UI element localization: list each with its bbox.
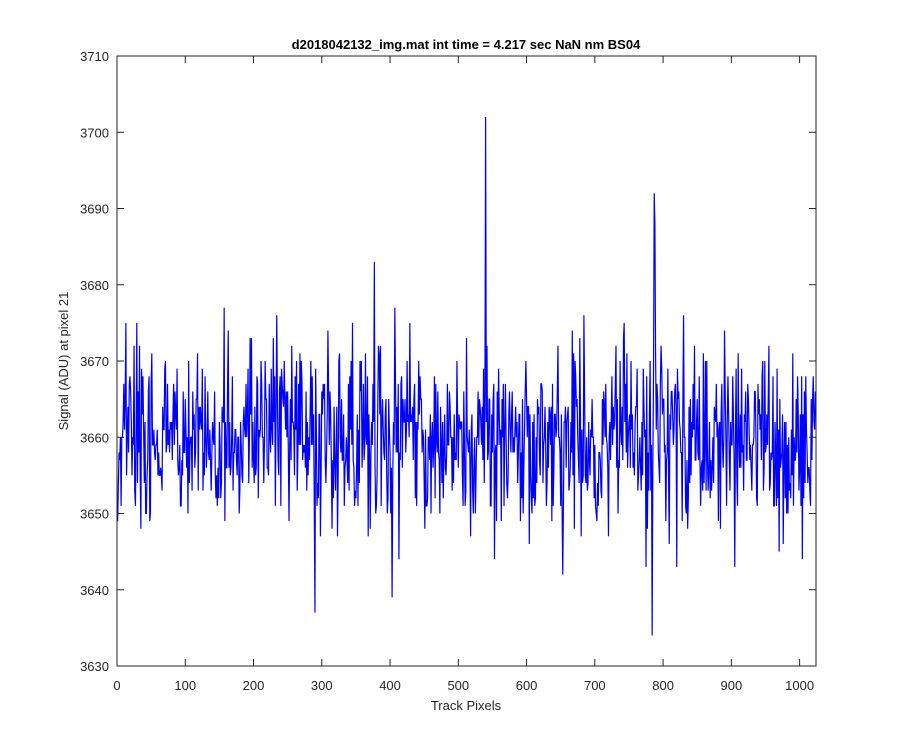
- y-tick-label: 3650: [80, 507, 109, 522]
- y-axis-label: Signal (ADU) at pixel 21: [56, 292, 71, 431]
- y-tick-label: 3630: [80, 659, 109, 674]
- y-tick-label: 3660: [80, 430, 109, 445]
- x-tick-label: 1000: [785, 678, 814, 693]
- x-tick-label: 500: [447, 678, 469, 693]
- x-axis-label: Track Pixels: [431, 698, 502, 713]
- y-tick-label: 3640: [80, 583, 109, 598]
- x-tick-group: 0 100 200 300 400 500 600 700 800 900 1000: [113, 56, 814, 693]
- x-tick-label: 900: [721, 678, 743, 693]
- x-tick-label: 200: [243, 678, 265, 693]
- y-tick-label: 3680: [80, 278, 109, 293]
- x-tick-label: 800: [652, 678, 674, 693]
- series-group: [116, 116, 816, 636]
- y-tick-label: 3710: [80, 49, 109, 64]
- x-tick-label: 100: [174, 678, 196, 693]
- x-tick-label: 700: [584, 678, 606, 693]
- x-tick-label: 300: [311, 678, 333, 693]
- y-tick-label: 3690: [80, 202, 109, 217]
- x-tick-label: 0: [113, 678, 120, 693]
- y-tick-group: 3630 3640 3650 3660 3670 3680 3690 3700 3710: [80, 49, 816, 674]
- x-tick-label: 600: [516, 678, 538, 693]
- chart-title: d2018042132_img.mat int time = 4.217 sec…: [292, 37, 641, 52]
- y-tick-label: 3670: [80, 354, 109, 369]
- y-tick-label: 3700: [80, 125, 109, 140]
- x-tick-label: 400: [379, 678, 401, 693]
- signal-series-line: [116, 116, 816, 636]
